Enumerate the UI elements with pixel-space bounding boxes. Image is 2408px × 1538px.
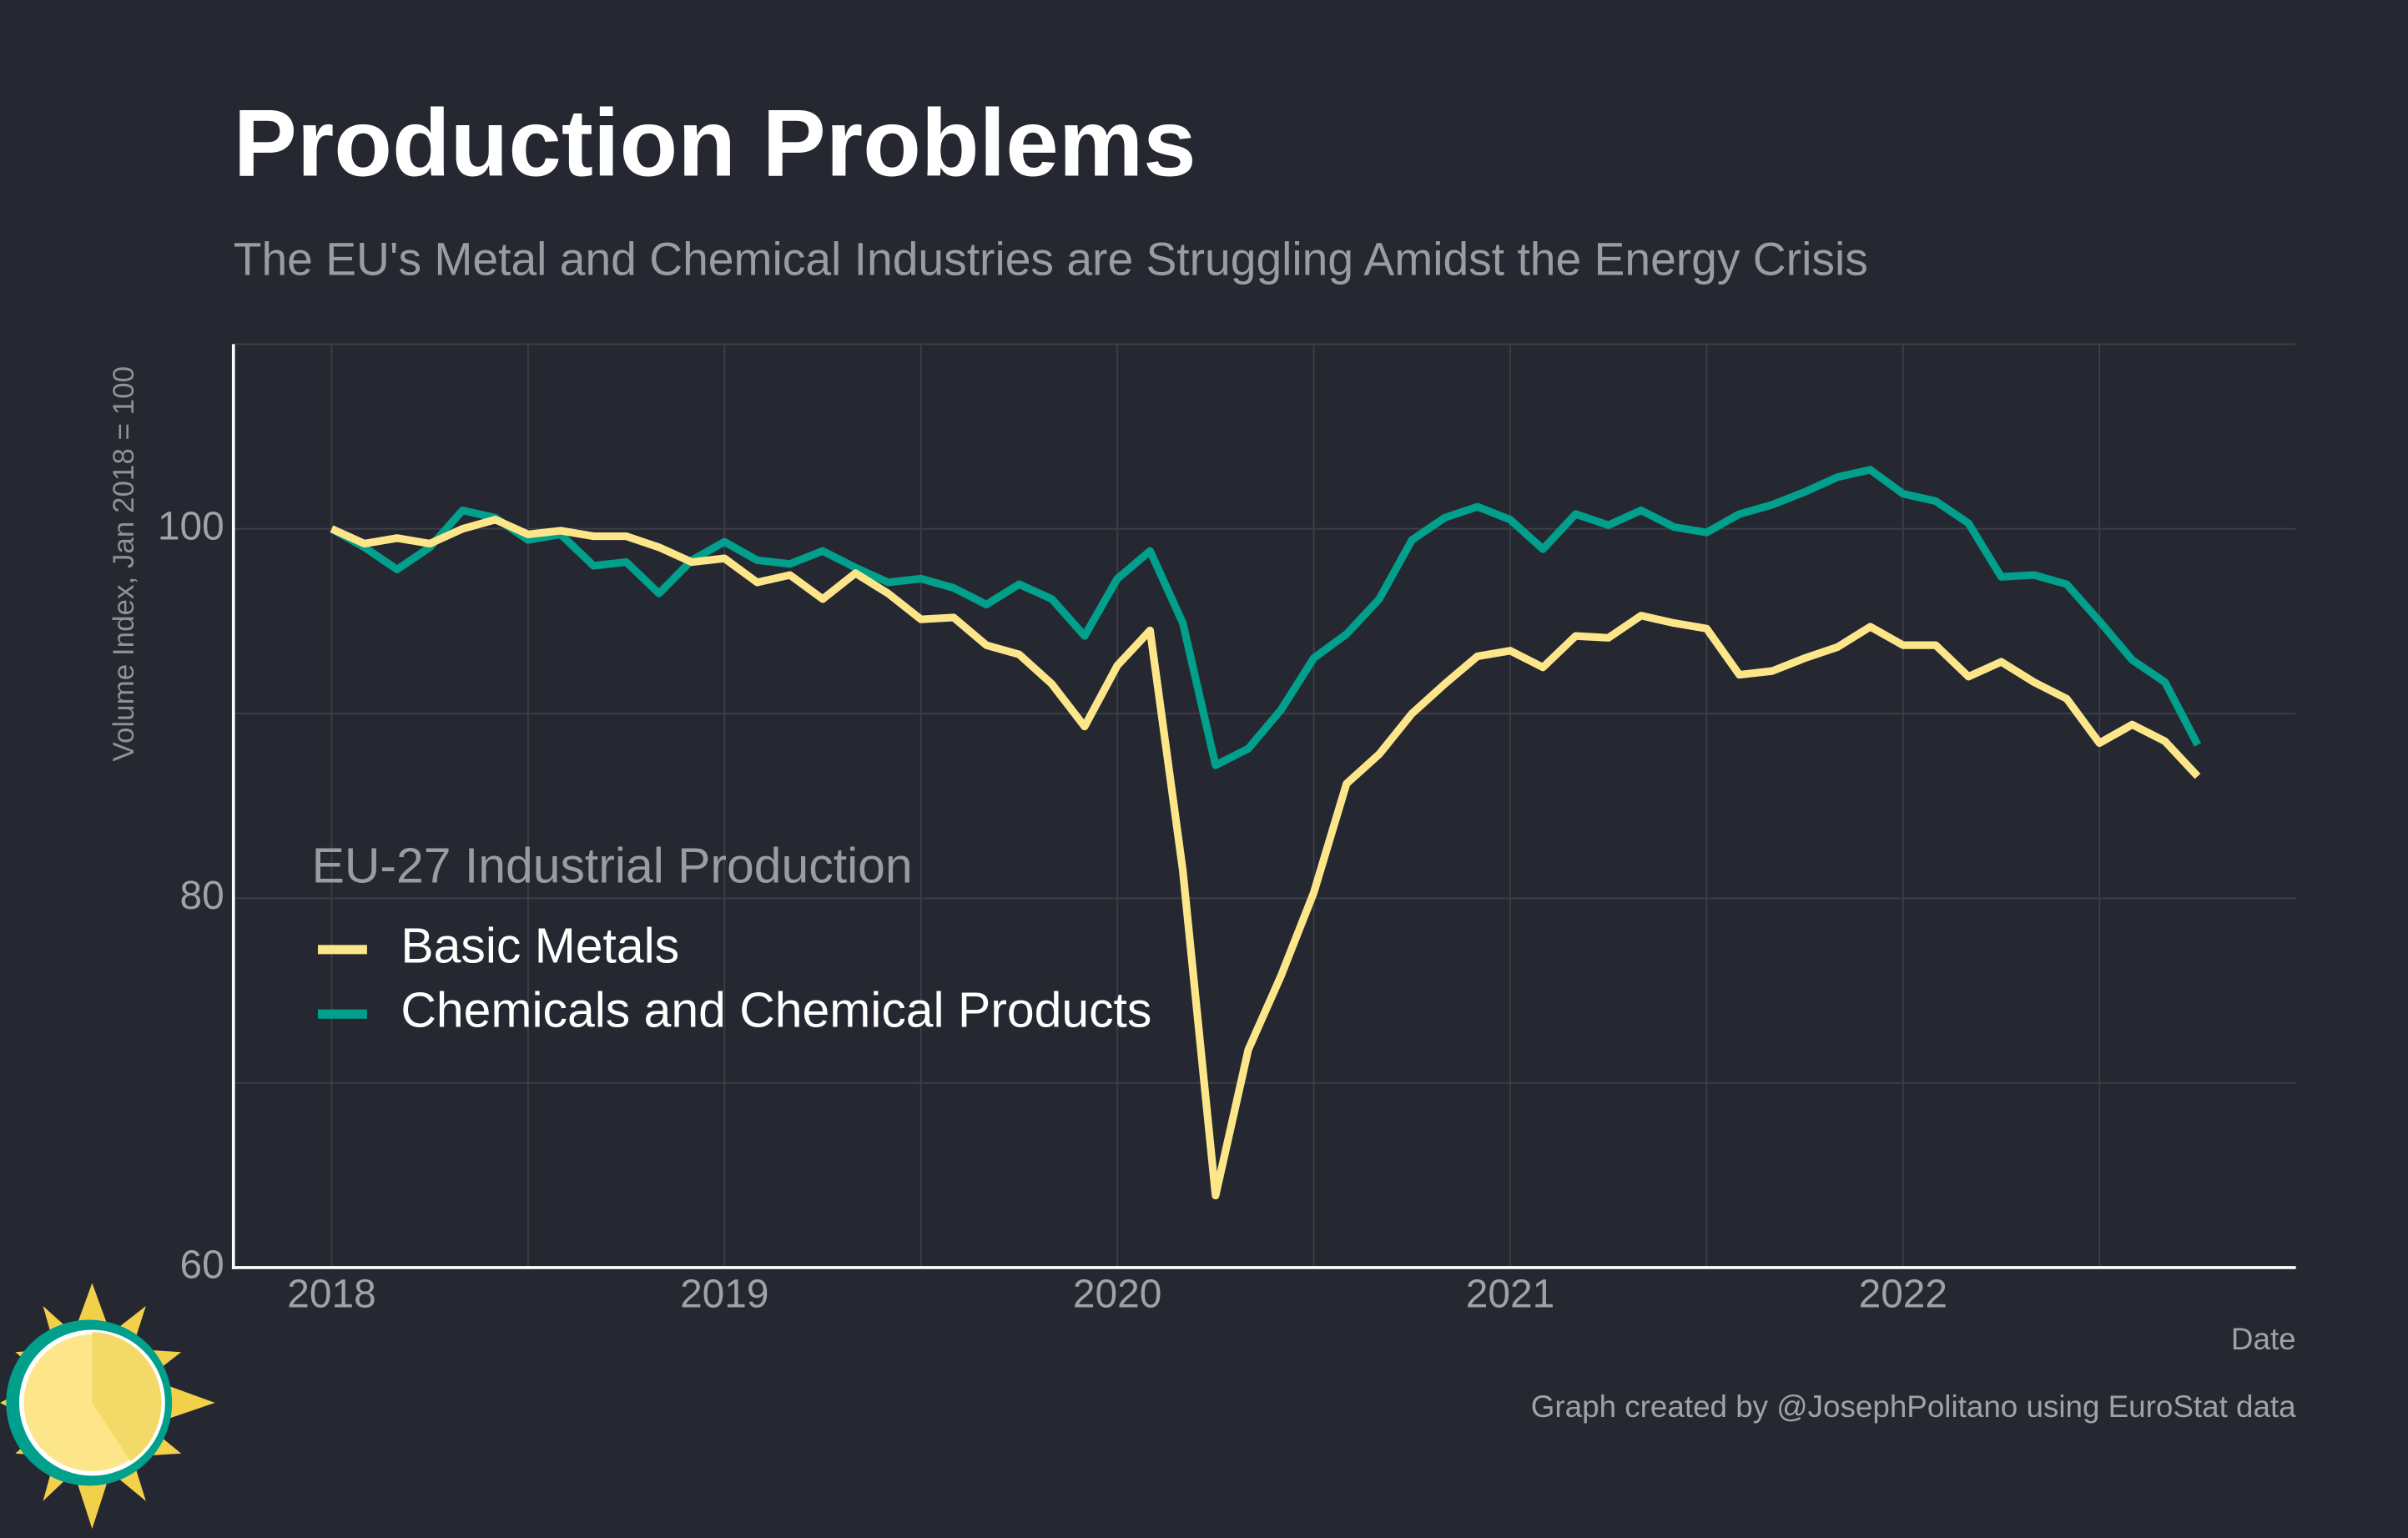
chart-title: Production Problems	[234, 91, 1196, 197]
logo	[0, 1283, 215, 1529]
y-tick-label: 60	[179, 1243, 224, 1288]
y-axis-label: Volume Index, Jan 2018 = 100	[108, 366, 140, 761]
series-line	[330, 466, 2202, 769]
x-tick-label: 2019	[680, 1273, 768, 1317]
x-tick-label: 2021	[1466, 1273, 1554, 1317]
legend-title: EU-27 Industrial Production	[312, 840, 913, 894]
chart-subtitle: The EU's Metal and Chemical Industries a…	[234, 233, 1868, 285]
logo-shade	[92, 1332, 162, 1461]
series-line	[330, 516, 2201, 1200]
legend-label: Basic Metals	[400, 919, 679, 973]
y-tick-label: 100	[158, 504, 224, 548]
legend-label: Chemicals and Chemical Products	[400, 984, 1151, 1038]
x-tick-label: 2018	[287, 1273, 375, 1317]
y-tick-label: 80	[179, 874, 224, 918]
x-tick-label: 2022	[1859, 1273, 1947, 1317]
caption: Graph created by @JosephPolitano using E…	[1531, 1389, 2296, 1424]
x-tick-label: 2020	[1073, 1273, 1161, 1317]
x-axis-label: Date	[2231, 1322, 2296, 1356]
